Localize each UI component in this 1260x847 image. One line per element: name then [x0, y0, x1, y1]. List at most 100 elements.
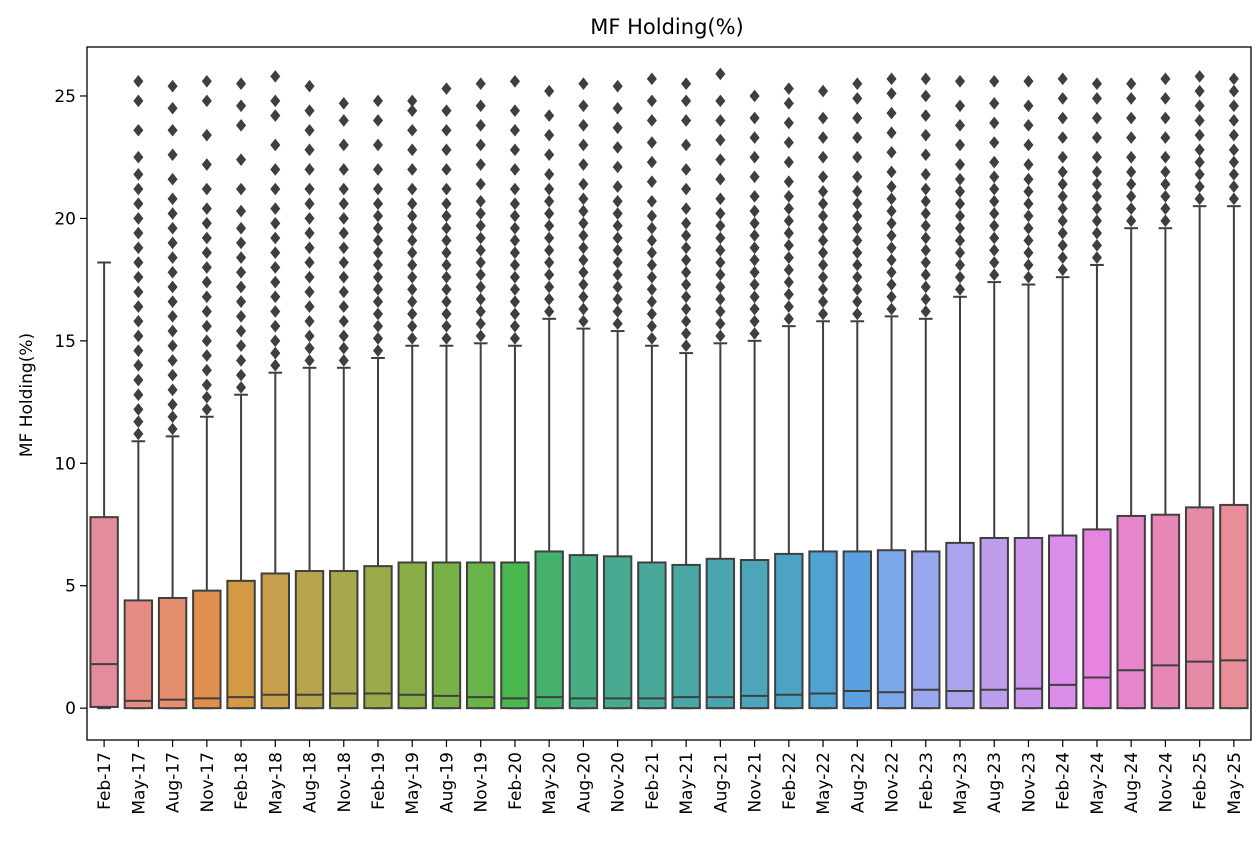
box: [192, 589, 222, 710]
outlier-point: [783, 155, 794, 169]
outlier-point: [544, 219, 555, 233]
outlier-point: [407, 182, 418, 196]
outlier-point: [441, 258, 452, 272]
outlier-point: [646, 114, 657, 127]
outlier-point: [749, 241, 760, 255]
outlier-point: [167, 236, 178, 250]
outlier-point: [612, 141, 623, 154]
outlier-point: [167, 79, 178, 93]
outlier-point: [304, 143, 315, 157]
outlier-point: [544, 207, 555, 220]
outlier-point: [715, 268, 726, 282]
outlier-point: [715, 305, 726, 318]
outlier-point: [133, 314, 144, 328]
outlier-point: [1023, 158, 1034, 171]
outlier-point: [578, 217, 589, 230]
outlier-point: [954, 172, 966, 186]
outlier-point: [818, 258, 829, 272]
outlier-point: [475, 268, 486, 282]
outlier-point: [818, 283, 829, 296]
outlier-point: [989, 268, 1000, 282]
outlier-point: [886, 302, 897, 316]
outlier-point: [236, 153, 247, 166]
outlier-point: [681, 290, 692, 304]
outlier-point: [852, 283, 863, 296]
outlier-point: [372, 307, 384, 321]
box: [911, 550, 941, 710]
outlier-point: [544, 109, 555, 122]
x-tick-label: May-17: [129, 752, 149, 815]
outlier-point: [544, 194, 555, 208]
outlier-point: [1023, 234, 1034, 247]
outlier-point: [749, 278, 760, 291]
outlier-point: [612, 256, 623, 269]
outlier-point: [1228, 180, 1239, 193]
box: [1082, 528, 1112, 710]
y-tick-label: 0: [65, 699, 76, 719]
outlier-point: [544, 305, 555, 318]
outlier-point: [954, 74, 966, 88]
outlier-point: [1023, 185, 1034, 198]
outlier-point: [1228, 168, 1239, 181]
outlier-point: [920, 305, 931, 318]
outlier-point: [236, 204, 247, 218]
outlier-point: [509, 295, 520, 308]
box: [1116, 514, 1146, 710]
outlier-point: [989, 116, 1000, 130]
outlier-point: [646, 332, 657, 345]
outlier-point: [509, 182, 520, 196]
outlier-point: [475, 219, 486, 233]
box: [431, 561, 462, 710]
outlier-point: [1126, 111, 1137, 125]
outlier-point: [1228, 192, 1239, 206]
outlier-point: [407, 94, 418, 108]
outlier-point: [236, 354, 247, 367]
x-tick-label: Feb-25: [1191, 752, 1211, 810]
outlier-point: [886, 106, 897, 120]
outlier-point: [1091, 92, 1102, 105]
outlier-point: [1194, 70, 1205, 83]
outlier-point: [201, 261, 212, 274]
outlier-point: [612, 305, 623, 318]
outlier-point: [1126, 202, 1137, 215]
outlier-point: [920, 292, 931, 306]
box: [329, 570, 359, 710]
outlier-point: [167, 354, 178, 367]
outlier-point: [681, 217, 692, 230]
outlier-point: [441, 246, 452, 259]
outlier-point: [886, 126, 897, 140]
outlier-point: [578, 77, 589, 91]
outlier-point: [201, 158, 212, 171]
outlier-point: [1057, 165, 1068, 179]
outlier-point: [167, 324, 178, 338]
outlier-point: [920, 280, 931, 294]
outlier-point: [407, 221, 418, 235]
x-tick-label: Nov-21: [746, 752, 766, 813]
x-tick-label: Aug-22: [848, 752, 868, 813]
outlier-point: [509, 143, 520, 157]
outlier-point: [338, 341, 349, 355]
outlier-point: [544, 280, 555, 294]
outlier-point: [1194, 114, 1205, 127]
outlier-point: [475, 207, 486, 220]
outlier-point: [133, 270, 144, 284]
outlier-point: [783, 263, 794, 277]
outlier-point: [954, 99, 966, 113]
x-tick-label: May-20: [540, 752, 560, 815]
outlier-point: [886, 253, 897, 267]
outlier-point: [646, 94, 657, 108]
outlier-point: [167, 148, 178, 162]
outlier-point: [441, 123, 452, 137]
box: [1150, 513, 1181, 710]
outlier-point: [167, 251, 178, 264]
outlier-point: [783, 202, 794, 215]
outlier-point: [270, 109, 281, 122]
outlier-point: [715, 219, 726, 233]
outlier-point: [612, 243, 623, 257]
outlier-point: [133, 94, 144, 108]
outlier-point: [578, 138, 589, 152]
outlier-point: [578, 314, 589, 328]
outlier-point: [1194, 128, 1205, 142]
outlier-point: [304, 212, 315, 225]
outlier-point: [270, 163, 281, 176]
